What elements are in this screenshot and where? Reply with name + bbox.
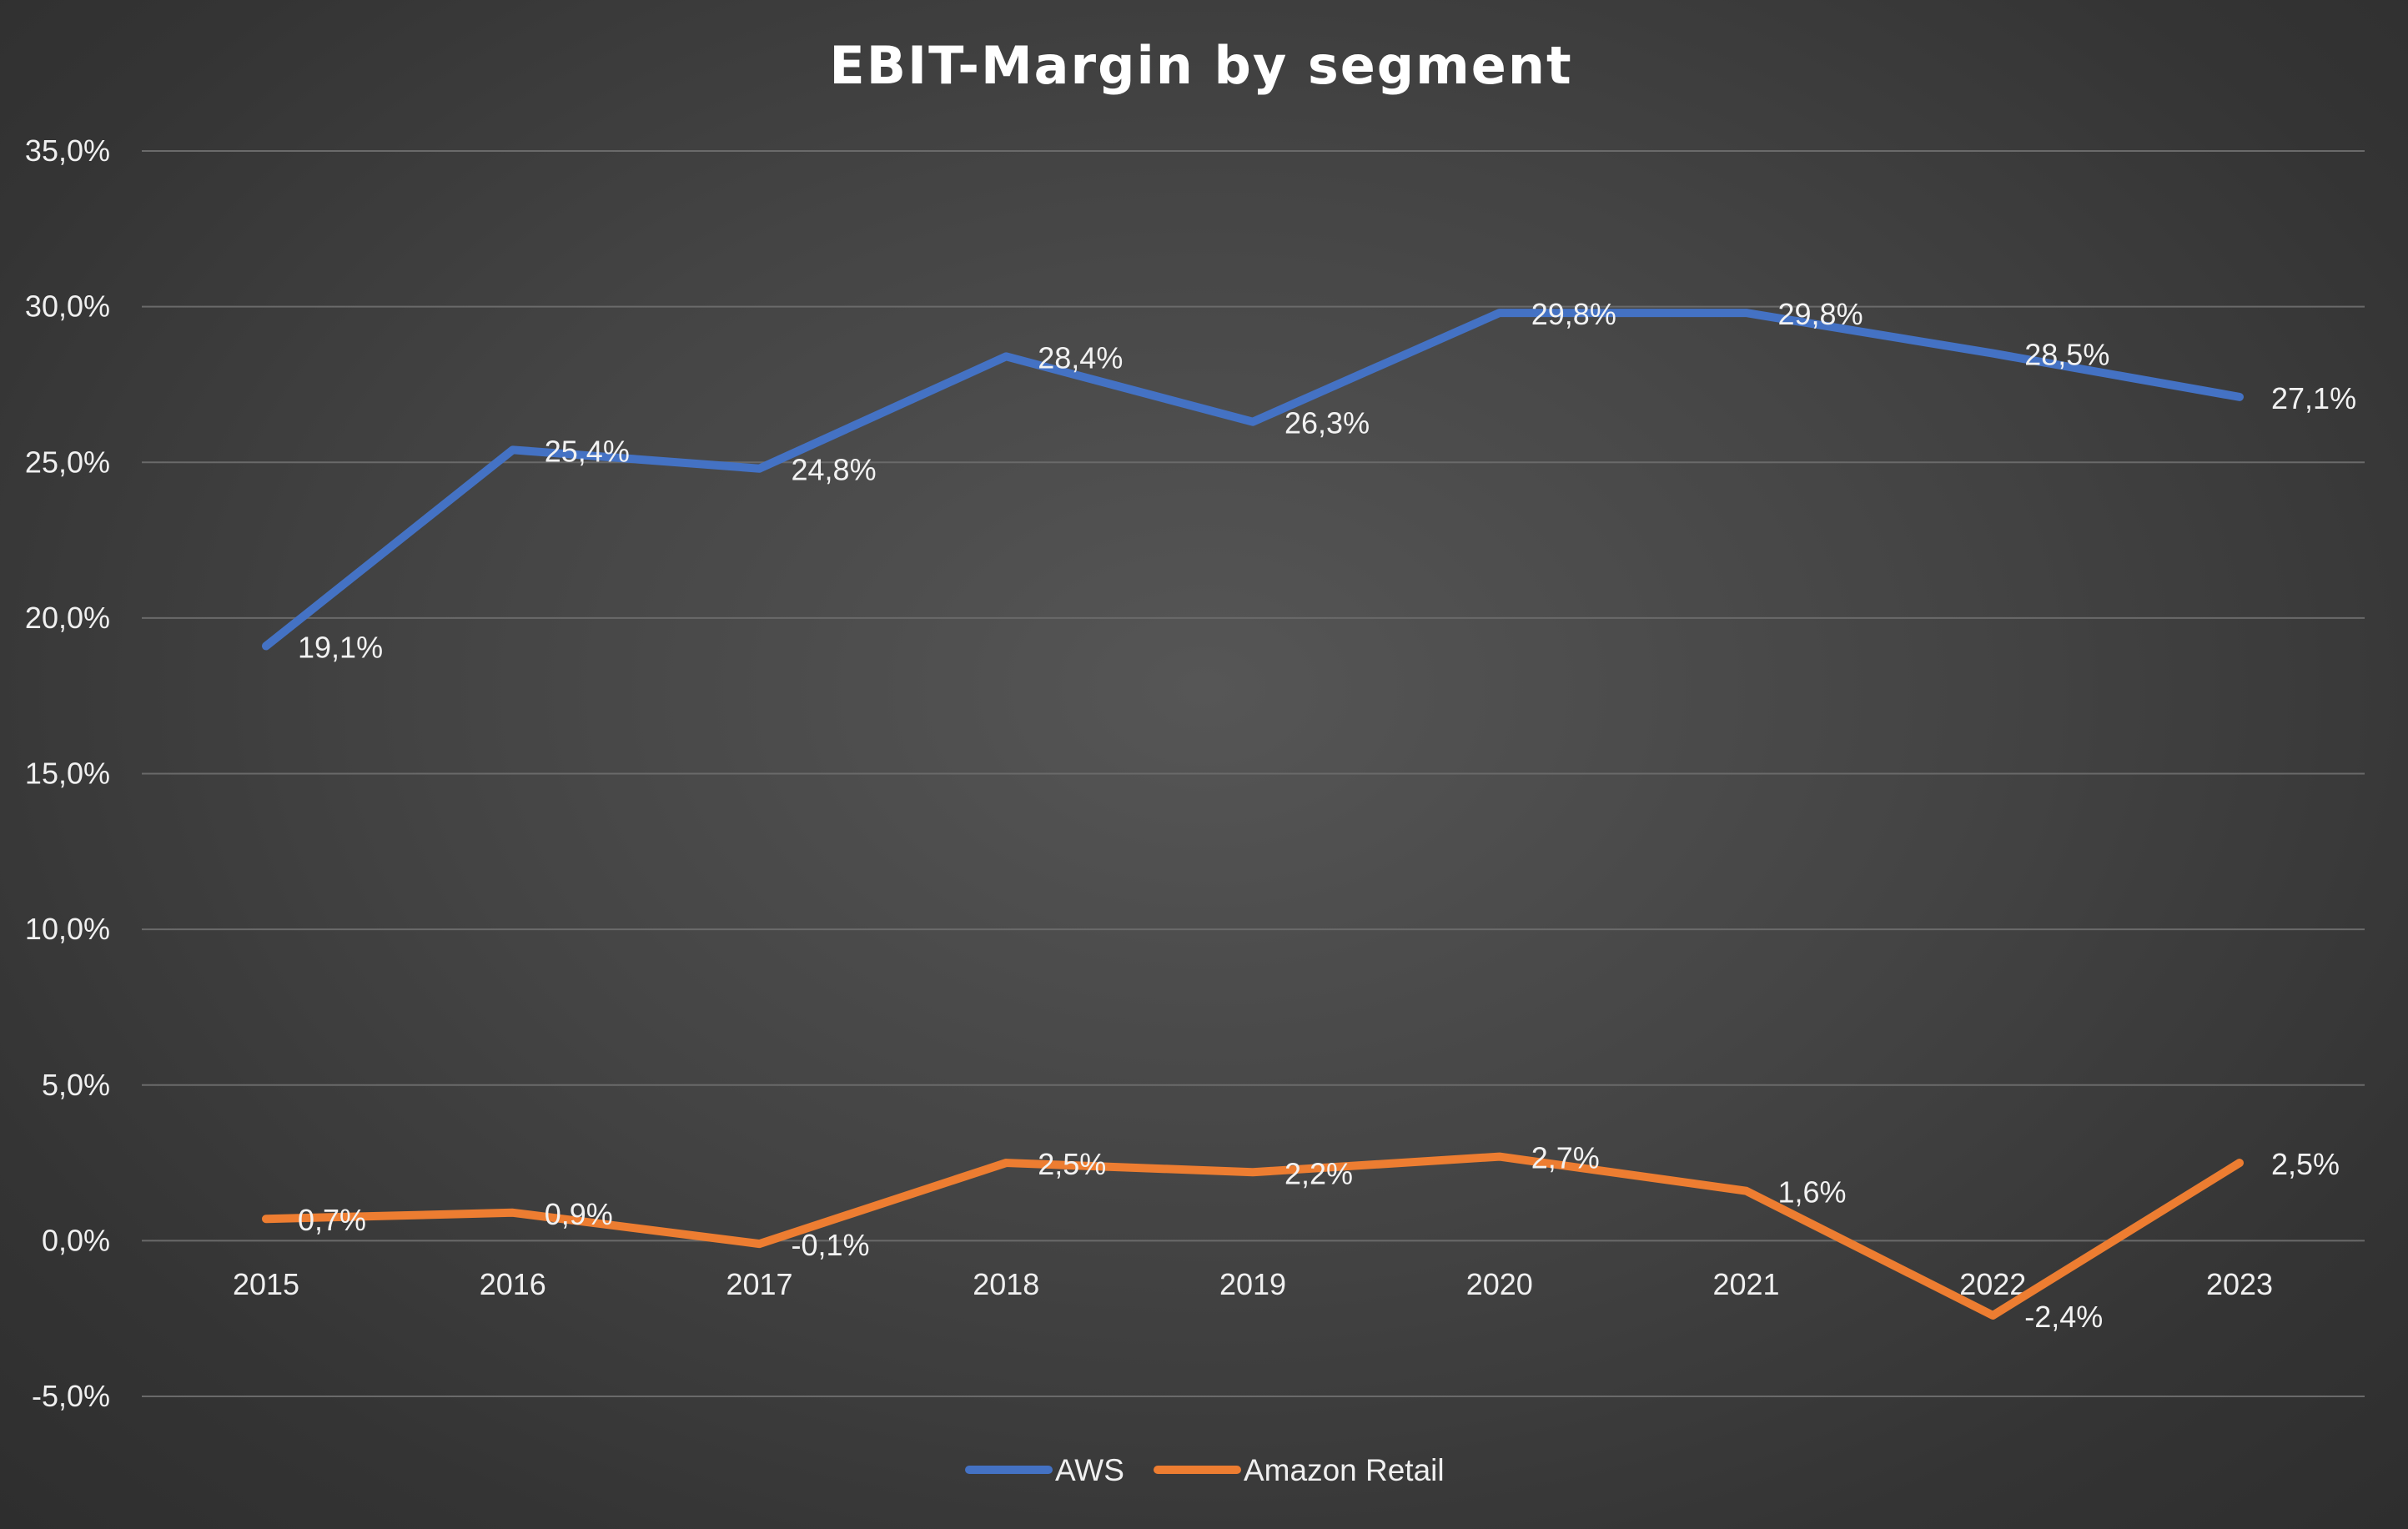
chart-title: EBIT-Margin by segment (829, 35, 1572, 96)
series-line-aws (262, 309, 2244, 651)
data-label-amazon-retail: 2,2% (1284, 1156, 1353, 1190)
legend-label-aws[interactable]: AWS (1055, 1453, 1124, 1487)
y-tick-label: 30,0% (25, 289, 110, 324)
data-labels: 19,1% 25,4% 24,8% 28,4% 26,3% 29,8% 29,8% 28,5%… (298, 297, 2356, 1334)
data-label-amazon-retail: 0,9% (545, 1197, 613, 1231)
x-axis-ticks: 2015 2016 2017 2018 2019 2020 2021 2022 2023 (233, 1267, 2273, 1301)
data-label-aws: 28,4% (1038, 340, 1123, 375)
x-tick-label: 2017 (726, 1267, 792, 1301)
gridlines (142, 150, 2365, 1397)
y-tick-label: 0,0% (42, 1223, 110, 1257)
data-label-amazon-retail: 2,5% (2271, 1147, 2340, 1181)
data-label-amazon-retail: -2,4% (2024, 1300, 2103, 1334)
x-tick-label: 2015 (233, 1267, 299, 1301)
data-label-aws: 25,4% (545, 434, 630, 468)
y-axis-ticks: -5,0% 0,0% 5,0% 10,0% 15,0% 20,0% 25,0% 30,0% 35… (25, 133, 110, 1413)
y-tick-label: 35,0% (25, 133, 110, 168)
data-label-amazon-retail: 0,7% (298, 1203, 366, 1237)
x-tick-label: 2018 (973, 1267, 1039, 1301)
series-line-amazon-retail (262, 1152, 2244, 1320)
data-label-amazon-retail: -0,1% (792, 1228, 870, 1262)
data-label-amazon-retail: 2,7% (1531, 1141, 1600, 1175)
data-label-aws: 26,3% (1284, 406, 1370, 440)
y-tick-label: 5,0% (42, 1068, 110, 1102)
legend-label-amazon-retail[interactable]: Amazon Retail (1244, 1453, 1445, 1487)
x-tick-label: 2021 (1712, 1267, 1779, 1301)
x-tick-label: 2016 (480, 1267, 546, 1301)
data-label-amazon-retail: 2,5% (1038, 1147, 1106, 1181)
data-label-aws: 24,8% (792, 453, 877, 487)
y-tick-label: 20,0% (25, 601, 110, 635)
data-label-aws: 28,5% (2024, 338, 2109, 372)
data-label-aws: 27,1% (2271, 381, 2356, 415)
data-label-aws: 19,1% (298, 630, 383, 664)
y-tick-label: 15,0% (25, 757, 110, 791)
data-label-aws: 29,8% (1778, 297, 1863, 331)
x-tick-label: 2022 (1959, 1267, 2026, 1301)
x-tick-label: 2019 (1219, 1267, 1286, 1301)
data-label-aws: 29,8% (1531, 297, 1616, 331)
y-tick-label: -5,0% (32, 1379, 110, 1413)
y-tick-label: 25,0% (25, 445, 110, 479)
x-tick-label: 2023 (2206, 1267, 2273, 1301)
series-lines (262, 309, 2244, 1320)
data-label-amazon-retail: 1,6% (1778, 1175, 1847, 1210)
y-tick-label: 10,0% (25, 912, 110, 946)
legend[interactable]: AWS Amazon Retail (965, 1453, 1445, 1487)
x-tick-label: 2020 (1466, 1267, 1533, 1301)
